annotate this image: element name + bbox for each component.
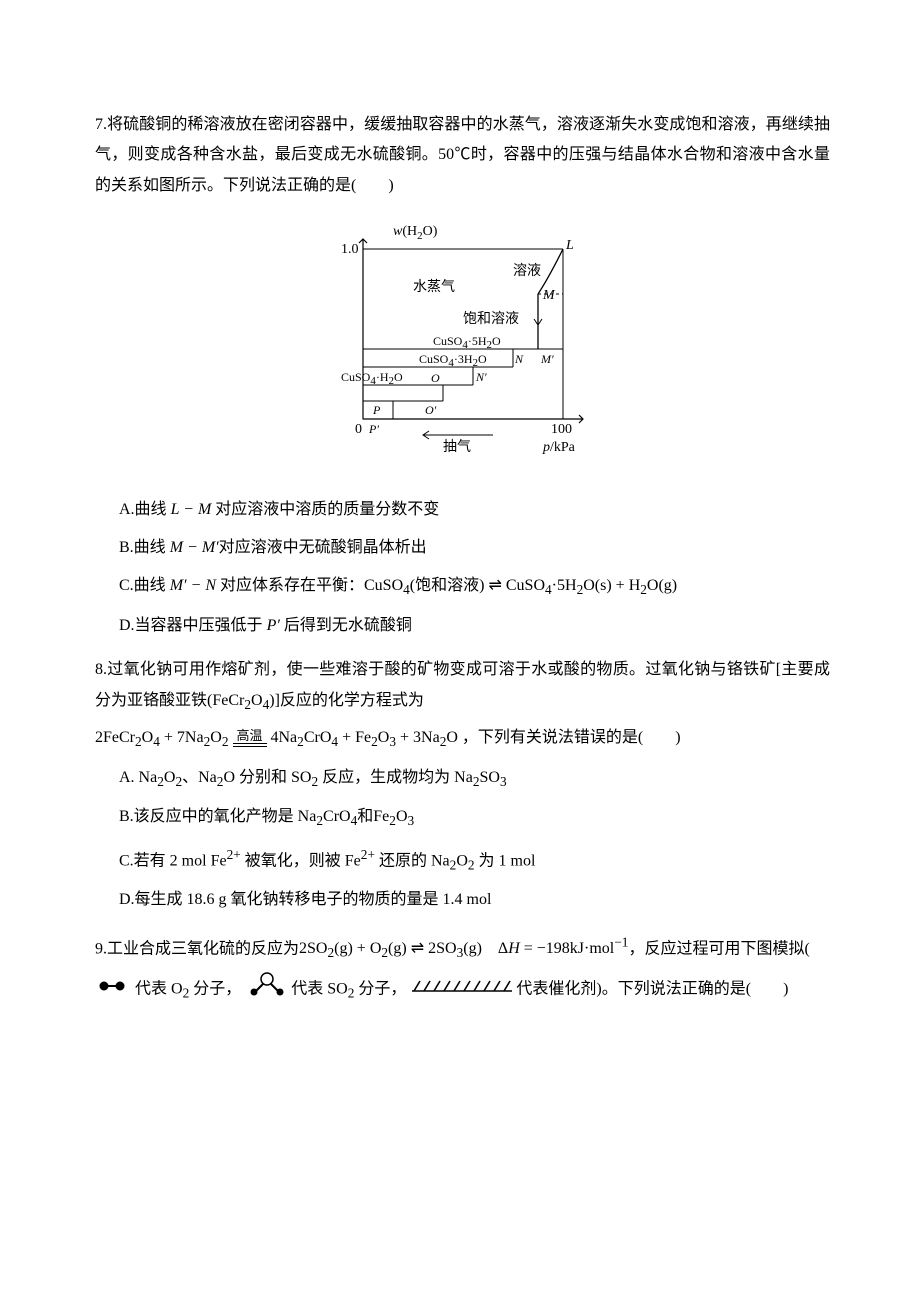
q7-option-b: B.曲线 M − M′对应溶液中无硫酸铜晶体析出	[119, 533, 830, 563]
species-3h2o: CuSO4·3H2O	[419, 352, 487, 369]
question-7: 7.将硫酸铜的稀溶液放在密闭容器中，缓缓抽取容器中的水蒸气，溶液逐渐失水变成饱和…	[95, 110, 830, 641]
q9-line1: 9.工业合成三氧化硫的反应为2SO2(g) + O2(g) ⇌ 2SO3(g) …	[95, 930, 830, 966]
phase-diagram-svg: 1.0 w(H2O) L 溶液 M 水蒸气 饱和溶液	[323, 219, 603, 459]
q9-number: 9.	[95, 940, 107, 957]
pt-N: N	[514, 352, 524, 366]
q7-text: 将硫酸铜的稀溶液放在密闭容器中，缓缓抽取容器中的水蒸气，溶液逐渐失水变成饱和溶液…	[95, 116, 830, 194]
label-vapor: 水蒸气	[413, 279, 455, 295]
q8-option-d: D.每生成 18.6 g 氧化钠转移电子的物质的量是 1.4 mol	[119, 885, 830, 915]
legend2-text: 代表 SO	[291, 980, 347, 997]
pt-Mp: M′	[540, 352, 554, 366]
pt-P: P	[372, 403, 381, 417]
q8-option-b: B.该反应中的氧化产物是 Na2CrO4和Fe2O3	[119, 802, 830, 834]
q7-option-d: D.当容器中压强低于 P′ 后得到无水硫酸铜	[119, 611, 830, 641]
catalyst-icon	[412, 974, 512, 1004]
q8-tail: ，下列有关说法错误的是( )	[462, 729, 681, 746]
opt-c-pre: C.曲线	[119, 577, 170, 594]
label-saturated: 饱和溶液	[463, 311, 519, 327]
so2-molecule-icon	[247, 972, 287, 1007]
opt-a-post: 对应溶液中溶质的质量分数不变	[211, 501, 439, 518]
opt-d-post: 后得到无水硫酸铜	[280, 617, 412, 634]
x-axis-unit: p/kPa	[542, 440, 576, 455]
q7-paragraph: 7.将硫酸铜的稀溶液放在密闭容器中，缓缓抽取容器中的水蒸气，溶液逐渐失水变成饱和…	[95, 110, 830, 201]
label-solution: 溶液	[513, 263, 541, 279]
q7-option-a: A.曲线 L − M 对应溶液中溶质的质量分数不变	[119, 495, 830, 525]
question-8: 8.过氧化钠可用作熔矿剂，使一些难溶于酸的矿物变成可溶于水或酸的物质。过氧化钠与…	[95, 655, 830, 916]
species-1h2o: CuSO4·H2O	[341, 370, 403, 387]
opt-d-pre: D.当容器中压强低于	[119, 617, 267, 634]
q8-text-post: ]反应的化学方程式为	[275, 692, 424, 709]
x-right-tick: 100	[551, 422, 572, 437]
pt-M: M	[542, 288, 556, 303]
q8-option-c: C.若有 2 mol Fe2+ 被氧化，则被 Fe2+ 还原的 Na2O2 为 …	[119, 842, 830, 878]
legend3-text: 代表催化剂)。下列说法正确的是( )	[516, 980, 788, 997]
q8-text-pre: 过氧化钠可用作熔矿剂，使一些难溶于酸的矿物变成可溶于水或酸的物质。过氧化钠与铬铁…	[95, 661, 830, 708]
legend2-end: 分子，	[354, 980, 406, 997]
species-5h2o: CuSO4·5H2O	[433, 334, 501, 351]
question-9: 9.工业合成三氧化硫的反应为2SO2(g) + O2(g) ⇌ 2SO3(g) …	[95, 930, 830, 1007]
q8-option-a: A. Na2O2、Na2O 分别和 SO2 反应，生成物均为 Na2SO3	[119, 763, 830, 795]
opt-c-mid: 对应体系存在平衡：	[216, 577, 364, 594]
q9-equation: 2SO2(g) + O2(g) ⇌ 2SO3(g) ΔH = −198kJ·mo…	[299, 940, 628, 957]
opt-c-eq: CuSO4(饱和溶液) ⇌ CuSO4·5H2O(s) + H2O(g)	[364, 577, 677, 594]
pt-Op: O′	[425, 403, 437, 417]
q9-line2: 代表 O2 分子， 代表 SO2 分子，	[95, 972, 830, 1007]
opt-a-pre: A.曲线	[119, 501, 171, 518]
legend1-end: 分子，	[189, 980, 241, 997]
q9-text-post: ，反应过程可用下图模拟(	[628, 940, 809, 957]
opt-b-pre: B.曲线	[119, 539, 170, 556]
o2-molecule-icon	[97, 974, 127, 1004]
y-top-tick: 1.0	[341, 242, 359, 257]
q8-formula-fecr2o4: (FeCr2O4)	[207, 692, 275, 709]
high-temp-condition: 高温	[233, 729, 267, 747]
opt-d-var: P′	[267, 617, 280, 634]
opt-b-var: M − M′	[170, 539, 219, 556]
legend1-text: 代表 O	[131, 980, 183, 997]
q8-equation: 2FeCr2O4 + 7Na2O2 高温 4Na2CrO4 + Fe2O3 + …	[95, 723, 830, 755]
pt-O: O	[431, 371, 440, 385]
opt-b-post: 对应溶液中无硫酸铜晶体析出	[219, 539, 427, 556]
pt-Np: N′	[475, 370, 487, 384]
origin-zero: 0	[355, 422, 362, 437]
pt-L: L	[565, 238, 574, 253]
opt-c-var: M′ − N	[170, 577, 216, 594]
q7-number: 7.	[95, 116, 107, 133]
q8-number: 8.	[95, 661, 107, 678]
pt-Pp: P′	[368, 422, 379, 436]
x-arrow-label: 抽气	[443, 439, 471, 455]
q8-paragraph: 8.过氧化钠可用作熔矿剂，使一些难溶于酸的矿物变成可溶于水或酸的物质。过氧化钠与…	[95, 655, 830, 717]
q7-option-c: C.曲线 M′ − N 对应体系存在平衡：CuSO4(饱和溶液) ⇌ CuSO4…	[119, 571, 830, 603]
q7-figure: 1.0 w(H2O) L 溶液 M 水蒸气 饱和溶液	[95, 219, 830, 470]
opt-a-var: L − M	[171, 501, 212, 518]
y-axis-label: w(H2O)	[393, 224, 438, 242]
q9-text-pre: 工业合成三氧化硫的反应为	[107, 940, 299, 957]
